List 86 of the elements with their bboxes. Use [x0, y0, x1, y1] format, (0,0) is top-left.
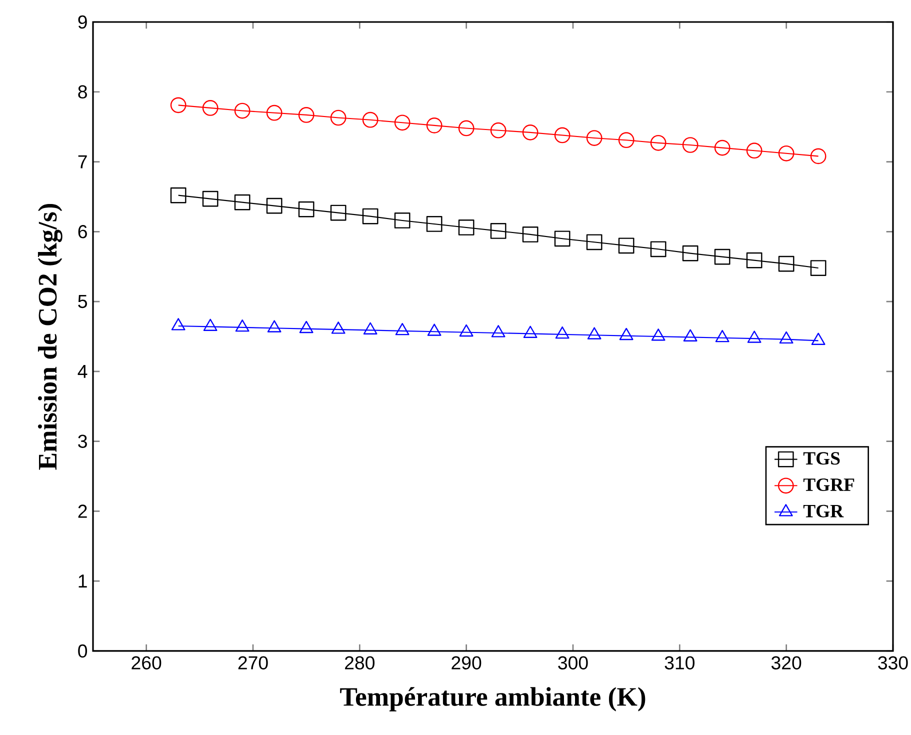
point: [395, 322, 410, 336]
point: [362, 208, 378, 224]
point: [394, 114, 410, 131]
point: [747, 330, 762, 343]
point: [234, 102, 250, 119]
point: [267, 320, 282, 332]
point: [810, 260, 826, 276]
point: [522, 124, 538, 140]
point: [746, 252, 762, 268]
point: [586, 234, 602, 250]
point: [778, 256, 794, 272]
point: [330, 204, 346, 221]
y-tick-label: 9: [78, 15, 87, 29]
point: [490, 223, 506, 239]
x-tick-label: 300: [558, 656, 588, 670]
point: [586, 130, 602, 146]
point: [778, 145, 794, 162]
point: [555, 326, 570, 339]
point: [810, 148, 826, 164]
y-tick-label: 1: [78, 574, 87, 588]
point: [746, 142, 762, 159]
x-tick-label: 330: [878, 656, 908, 670]
point: [202, 190, 218, 207]
point: [523, 326, 538, 338]
point: [714, 140, 730, 156]
y-tick-label: 0: [78, 644, 88, 658]
y-tick-label: 5: [78, 295, 87, 308]
point: [650, 134, 666, 151]
legend-label: TGRF: [803, 478, 854, 492]
point: [203, 318, 218, 331]
legend-label: TGR: [803, 504, 844, 518]
point: [331, 322, 346, 334]
point: [170, 97, 186, 114]
y-axis-title: Emission de CO2 (kg/s): [38, 204, 62, 470]
point: [491, 325, 506, 338]
point: [682, 245, 698, 262]
y-tick-label: 7: [78, 155, 87, 168]
x-tick-label: 320: [771, 656, 802, 670]
point: [298, 201, 314, 218]
point: [587, 327, 602, 340]
point: [714, 248, 730, 265]
point: [266, 198, 282, 214]
legend-label: TGS: [803, 452, 840, 465]
x-axis-title: Température ambiante (K): [340, 687, 646, 712]
point: [234, 194, 250, 210]
point: [362, 112, 378, 128]
point: [394, 212, 410, 228]
point: [779, 331, 794, 344]
y-tick-label: 6: [78, 225, 87, 238]
y-tick-label: 4: [78, 365, 88, 378]
point: [522, 226, 538, 242]
y-tick-label: 3: [78, 434, 87, 448]
point: [426, 216, 442, 232]
x-tick-label: 260: [132, 656, 162, 670]
x-tick-label: 310: [664, 656, 695, 670]
point: [554, 127, 570, 144]
point: [651, 328, 666, 341]
point: [235, 319, 250, 332]
point: [330, 110, 346, 126]
point: [683, 329, 698, 342]
point: [650, 241, 666, 258]
point: [170, 187, 186, 204]
point: [299, 320, 314, 334]
point: [458, 120, 474, 136]
point: [715, 330, 730, 342]
point: [427, 324, 442, 336]
point: [171, 318, 186, 330]
point: [619, 328, 634, 340]
point: [426, 118, 442, 134]
point: [298, 107, 314, 123]
x-tick-label: 280: [345, 656, 375, 670]
point: [618, 132, 634, 148]
y-tick-label: 8: [78, 85, 87, 99]
point: [682, 137, 698, 153]
point: [554, 230, 570, 247]
y-tick-label: 2: [78, 504, 87, 518]
x-tick-label: 270: [238, 656, 268, 670]
point: [618, 238, 634, 254]
point: [490, 122, 506, 138]
point: [459, 324, 474, 337]
point: [458, 220, 474, 236]
x-tick-label: 290: [452, 656, 482, 670]
point: [811, 332, 826, 345]
point: [363, 322, 378, 334]
point: [202, 100, 218, 116]
point: [266, 104, 282, 121]
